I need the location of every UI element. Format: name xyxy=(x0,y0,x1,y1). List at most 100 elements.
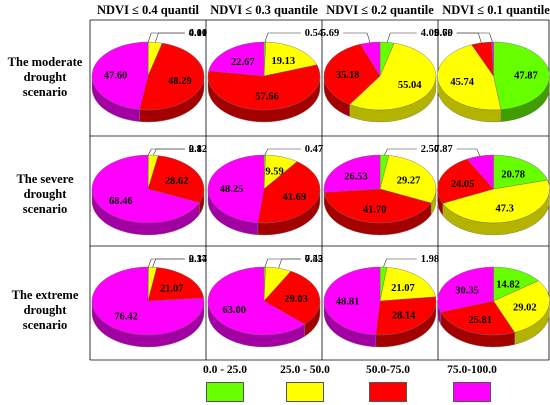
pie-slice-25.0 - 50.0 xyxy=(437,44,502,111)
data-label: 35.18 xyxy=(336,70,360,81)
pie-slice-50.0-75.0 xyxy=(437,158,494,204)
leader-line xyxy=(153,148,185,156)
pie-r1-c3: 20.78 47.3 24.05 7.87 xyxy=(434,144,550,236)
data-label: 5.79 xyxy=(434,28,452,39)
data-label: 0.14 xyxy=(189,254,208,265)
pie-r1-c1: 0.47 9.59 41.69 48.25 xyxy=(207,144,323,236)
pie-slice-75.0-100.0 xyxy=(437,266,494,313)
pie-slice-50.0-75.0 xyxy=(147,155,205,203)
data-label: 7.52 xyxy=(305,254,323,265)
pie-slice-75.0-100.0 xyxy=(323,154,381,193)
pie-r2-c1: 0.457.52 29.03 63.00 xyxy=(207,254,323,348)
legend-label: 0.0 - 25.0 xyxy=(202,364,248,376)
pie-slice-50.0-75.0 xyxy=(324,188,432,224)
leader-line xyxy=(147,32,185,43)
legend-label: 75.0-100.0 xyxy=(447,364,497,376)
data-label: 14.82 xyxy=(496,279,520,290)
leader-line xyxy=(264,32,301,43)
pie-slice-75.0-100.0 xyxy=(207,266,306,336)
pie-slice-75.0-100.0 xyxy=(208,41,265,77)
pie-slice-25.0 - 50.0 xyxy=(493,280,550,333)
pie-slice-0.0 - 25.0 xyxy=(493,41,550,110)
data-label: 0.54 xyxy=(305,28,324,39)
row-header-extreme: The extreme drought scenario xyxy=(0,288,90,333)
row-header-extreme-line1: The extreme xyxy=(11,288,79,302)
data-label: 4.09 xyxy=(421,28,439,39)
data-label: 24.05 xyxy=(451,179,475,190)
row-header-severe-line2: drought scenario xyxy=(22,187,68,216)
data-label: 2.8 xyxy=(189,144,202,155)
pie-r1-c2: 2.50 29.27 41.70 26.53 xyxy=(323,144,439,236)
data-label: 0.10 xyxy=(189,28,207,39)
data-label: 0.47 xyxy=(305,144,323,155)
pie-r2-c3: 14.82 29.02 25.81 30.35 xyxy=(437,266,550,348)
legend-item-0-25: 0.0 - 25.0 xyxy=(180,364,270,402)
pie-slice-75.0-100.0 xyxy=(91,154,200,224)
leader-line xyxy=(386,32,417,43)
pie-slice-50.0-75.0 xyxy=(323,43,381,105)
pie-r2-c0: 0.142.37 21.07 76.42 xyxy=(91,254,208,348)
pie-slice-75.0-100.0 xyxy=(207,154,265,224)
data-label: 63.00 xyxy=(222,305,246,316)
pie-r1-c0: 0.122.8 28.62 68.46 xyxy=(91,144,207,236)
data-label: 47.60 xyxy=(104,71,128,82)
data-label: 22.67 xyxy=(231,57,255,68)
pie-r0-c2: 4.09 55.04 35.18 5.69 xyxy=(321,28,439,123)
data-label: 57.66 xyxy=(255,92,279,103)
pie-slice-25.0 - 50.0 xyxy=(442,179,550,224)
legend-label: 50.0-75.0 xyxy=(365,364,411,376)
data-label: 28.62 xyxy=(165,176,189,187)
row-header-severe-line1: The severe xyxy=(16,172,74,186)
data-label: 2.50 xyxy=(421,144,439,155)
leader-line xyxy=(264,258,301,268)
pie-slice-50.0-75.0 xyxy=(257,161,321,224)
data-label: 47.87 xyxy=(514,71,538,82)
legend-swatch xyxy=(206,382,244,402)
leader-line xyxy=(278,258,301,269)
pie-slice-50.0-75.0 xyxy=(375,296,437,336)
column-header-ndvi-02: NDVI ≤ 0.2 quantile xyxy=(326,3,434,17)
data-label: 0.45 xyxy=(305,254,323,265)
pie-slice-75.0-100.0 xyxy=(323,266,381,336)
pie-slice-50.0-75.0 xyxy=(139,42,205,111)
data-label: 5.69 xyxy=(321,28,339,39)
data-label: 21.07 xyxy=(391,283,415,294)
data-label: 29.27 xyxy=(397,176,421,187)
row-header-moderate: The moderate drought scenario xyxy=(0,55,90,100)
pie-slice-50.0-75.0 xyxy=(147,267,205,302)
data-label: 45.74 xyxy=(450,77,474,88)
data-label: 4.01 xyxy=(189,28,207,39)
legend-item-25-50: 25.0 - 50.0 xyxy=(260,364,350,402)
data-label: 20.78 xyxy=(501,169,525,180)
legend-label: 25.0 - 50.0 xyxy=(280,364,330,376)
pie-slice-50.0-75.0 xyxy=(263,270,321,325)
pie-slice-75.0-100.0 xyxy=(91,41,149,110)
data-label: 47.3 xyxy=(495,204,513,215)
data-label: 28.14 xyxy=(392,311,416,322)
legend-swatch xyxy=(369,382,407,402)
pie-slice-25.0 - 50.0 xyxy=(379,155,437,204)
data-label: 48.29 xyxy=(168,76,192,87)
data-label: 26.53 xyxy=(344,172,368,183)
data-label: 30.35 xyxy=(455,286,479,297)
leader-line xyxy=(456,32,493,43)
pie-slice-0.0 - 25.0 xyxy=(493,154,548,190)
data-label: 29.02 xyxy=(513,302,537,313)
legend-item-75-100: 75.0-100.0 xyxy=(427,364,517,402)
pie-r0-c1: 0.54 19.13 57.66 22.67 xyxy=(207,28,324,123)
pie-slice-50.0-75.0 xyxy=(207,64,321,111)
pie-r2-c2: 1.98 21.07 28.14 48.81 xyxy=(323,254,439,348)
leader-line xyxy=(384,148,417,156)
data-label: 41.70 xyxy=(363,204,387,215)
data-label: 68.46 xyxy=(109,196,133,207)
data-label: 1.98 xyxy=(421,254,439,265)
leader-line xyxy=(155,32,185,43)
column-header-ndvi-03: NDVI ≤ 0.3 quantile xyxy=(210,3,318,17)
row-header-moderate-line2: drought scenario xyxy=(22,70,68,99)
leader-line xyxy=(152,258,185,268)
leader-line xyxy=(264,148,301,156)
pie-r0-c0: 0.104.01 48.29 47.60 xyxy=(91,28,207,123)
data-label: 48.81 xyxy=(336,296,360,307)
data-label: 29.03 xyxy=(284,294,308,305)
